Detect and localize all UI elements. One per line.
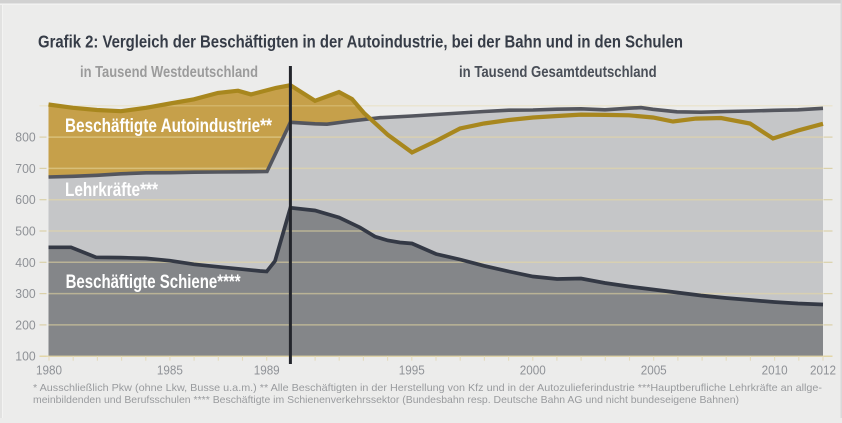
svg-text:800: 800 <box>15 130 35 145</box>
svg-text:300: 300 <box>15 286 35 301</box>
svg-text:600: 600 <box>15 192 35 207</box>
svg-text:500: 500 <box>15 224 35 239</box>
svg-text:1989: 1989 <box>254 363 280 378</box>
svg-text:1995: 1995 <box>399 363 425 378</box>
svg-text:meinbildenden und Berufsschule: meinbildenden und Berufsschulen **** Bes… <box>33 394 739 406</box>
svg-text:1980: 1980 <box>36 363 62 378</box>
svg-text:in Tausend Westdeutschland: in Tausend Westdeutschland <box>80 64 258 81</box>
svg-text:700: 700 <box>15 161 35 176</box>
svg-text:2012: 2012 <box>810 363 836 378</box>
svg-text:100: 100 <box>15 349 35 364</box>
svg-text:Lehrkräfte***: Lehrkräfte*** <box>65 179 158 201</box>
svg-text:Grafik 2: Vergleich der Beschä: Grafik 2: Vergleich der Beschäftigten in… <box>38 32 683 52</box>
svg-text:in Tausend Gesamtdeutschland: in Tausend Gesamtdeutschland <box>459 64 657 81</box>
svg-text:400: 400 <box>15 255 35 270</box>
svg-text:2010: 2010 <box>762 363 788 378</box>
svg-text:Beschäftigte Autoindustrie**: Beschäftigte Autoindustrie** <box>65 115 272 137</box>
svg-text:2005: 2005 <box>641 363 667 378</box>
svg-text:200: 200 <box>15 317 35 332</box>
svg-text:1985: 1985 <box>157 363 183 378</box>
svg-text:* Ausschließlich Pkw (ohne Lkw: * Ausschließlich Pkw (ohne Lkw, Busse u.… <box>33 382 823 394</box>
svg-text:2000: 2000 <box>520 363 546 378</box>
svg-text:Beschäftigte Schiene****: Beschäftigte Schiene**** <box>66 271 241 293</box>
